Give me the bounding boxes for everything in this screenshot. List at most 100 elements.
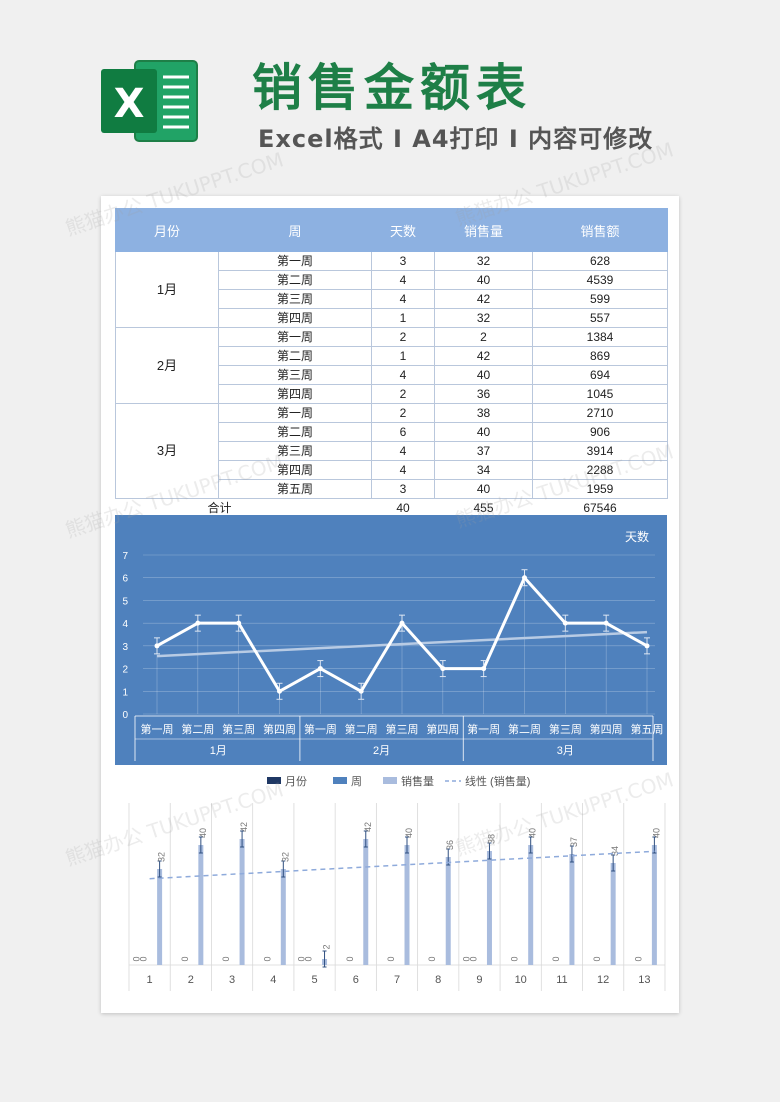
x-tick-label: 第五周 xyxy=(631,722,664,736)
bar-sales-qty xyxy=(363,839,369,965)
qty-cell: 32 xyxy=(434,308,533,328)
y-tick-label: 7 xyxy=(122,551,128,562)
legend-label: 月份 xyxy=(285,775,307,788)
days-cell: 2 xyxy=(371,384,435,404)
table-row: 第四周 4 34 2288 xyxy=(116,460,668,480)
bar-sales-qty xyxy=(486,851,492,965)
week-cell: 第五周 xyxy=(218,479,372,499)
amount-cell: 1045 xyxy=(532,384,668,404)
qty-cell: 40 xyxy=(434,270,533,290)
amount-cell: 1384 xyxy=(532,327,668,347)
data-point xyxy=(603,620,609,626)
legend-label: 线性 (销售量) xyxy=(465,774,530,788)
data-label: 40 xyxy=(528,828,538,838)
x-tick-label: 10 xyxy=(515,974,527,986)
week-cell: 第二周 xyxy=(218,346,372,366)
x-tick-label: 4 xyxy=(270,974,276,986)
days-cell: 1 xyxy=(371,308,435,328)
x-tick-label: 8 xyxy=(435,974,441,986)
x-tick-label: 第四周 xyxy=(426,722,459,736)
days-cell: 4 xyxy=(371,460,435,480)
legend-swatch xyxy=(267,777,281,784)
data-point xyxy=(440,666,446,672)
col-header-days: 天数 xyxy=(371,208,435,252)
col-header-week: 周 xyxy=(218,208,372,252)
amount-cell: 3914 xyxy=(532,441,668,461)
week-cell: 第三周 xyxy=(218,365,372,385)
days-cell: 6 xyxy=(371,422,435,442)
legend-swatch xyxy=(383,777,397,784)
sales-table: 月份 周 天数 销售量 销售额 1月 第一周 3 32 628 第二周 4 40 4539 第三周… xyxy=(115,208,668,517)
data-point xyxy=(154,643,160,649)
bar-sales-qty xyxy=(198,845,204,965)
data-label: 36 xyxy=(445,840,455,850)
data-label: 2 xyxy=(322,944,332,949)
month-cell: 3月 xyxy=(115,403,219,499)
qty-cell: 32 xyxy=(434,251,533,271)
x-tick-label: 第二周 xyxy=(181,722,214,736)
bar-sales-qty xyxy=(404,845,410,965)
data-label: 34 xyxy=(610,846,620,856)
x-tick-label: 第一周 xyxy=(141,722,174,736)
zero-label: 0 xyxy=(297,956,307,961)
excel-logo-icon: X xyxy=(101,60,198,142)
qty-cell: 37 xyxy=(434,441,533,461)
group-label: 1月 xyxy=(210,745,227,757)
x-tick-label: 第三周 xyxy=(222,722,255,736)
week-cell: 第一周 xyxy=(218,403,372,423)
x-tick-label: 9 xyxy=(476,974,482,986)
col-header-amount: 销售额 xyxy=(532,208,668,252)
zero-label: 0 xyxy=(386,956,396,961)
x-tick-label: 第四周 xyxy=(263,722,296,736)
data-label: 40 xyxy=(404,828,414,838)
zero-label: 0 xyxy=(262,956,272,961)
amount-cell: 2710 xyxy=(532,403,668,423)
qty-cell: 40 xyxy=(434,422,533,442)
excel-logo-letter: X xyxy=(114,81,145,127)
bar-sales-qty xyxy=(157,869,163,965)
days-cell: 4 xyxy=(371,270,435,290)
week-cell: 第三周 xyxy=(218,289,372,309)
trendline xyxy=(149,850,655,880)
x-tick-label: 第三周 xyxy=(386,722,419,736)
x-tick-label: 第二周 xyxy=(345,722,378,736)
table-row: 第二周 4 40 4539 xyxy=(116,270,668,290)
total-label: 合计 xyxy=(207,501,232,515)
qty-cell: 42 xyxy=(434,289,533,309)
week-cell: 第四周 xyxy=(218,384,372,404)
x-tick-label: 12 xyxy=(597,974,609,986)
zero-label: 0 xyxy=(592,956,602,961)
spreadsheet-sheet: 月份 周 天数 销售量 销售额 1月 第一周 3 32 628 第二周 4 40 4539 第三周… xyxy=(101,196,679,1013)
y-tick-label: 6 xyxy=(122,574,128,585)
x-tick-label: 13 xyxy=(638,974,650,986)
data-point xyxy=(277,688,282,694)
x-tick-label: 2 xyxy=(188,974,194,986)
zero-label: 0 xyxy=(132,956,142,961)
table-row: 2月 第一周 2 2 1384 xyxy=(115,327,668,404)
week-cell: 第二周 xyxy=(218,270,372,290)
total-qty: 455 xyxy=(473,501,494,515)
zero-label: 0 xyxy=(139,956,149,961)
bar-sales-qty xyxy=(445,857,451,965)
table-body: 1月 第一周 3 32 628 第二周 4 40 4539 第三周 4 42 599 第四周 1 32 557 2… xyxy=(115,251,668,518)
y-tick-label: 0 xyxy=(122,710,128,721)
x-tick-label: 5 xyxy=(311,974,317,986)
week-cell: 第二周 xyxy=(218,422,372,442)
month-cell: 1月 xyxy=(115,251,219,328)
y-tick-label: 5 xyxy=(122,596,128,607)
qty-cell: 34 xyxy=(434,460,533,480)
days-cell: 2 xyxy=(371,403,435,423)
x-tick-label: 11 xyxy=(556,974,567,986)
week-cell: 第四周 xyxy=(218,460,372,480)
x-tick-label: 第四周 xyxy=(590,722,623,736)
amount-cell: 869 xyxy=(532,346,668,366)
x-tick-label: 3 xyxy=(229,974,235,986)
table-row: 第三周 4 40 694 xyxy=(116,365,668,385)
y-tick-label: 3 xyxy=(122,642,128,653)
x-tick-label: 6 xyxy=(353,974,359,986)
amount-cell: 906 xyxy=(532,422,668,442)
total-days: 40 xyxy=(396,501,410,515)
qty-cell: 42 xyxy=(434,346,533,366)
amount-cell: 557 xyxy=(532,308,668,328)
